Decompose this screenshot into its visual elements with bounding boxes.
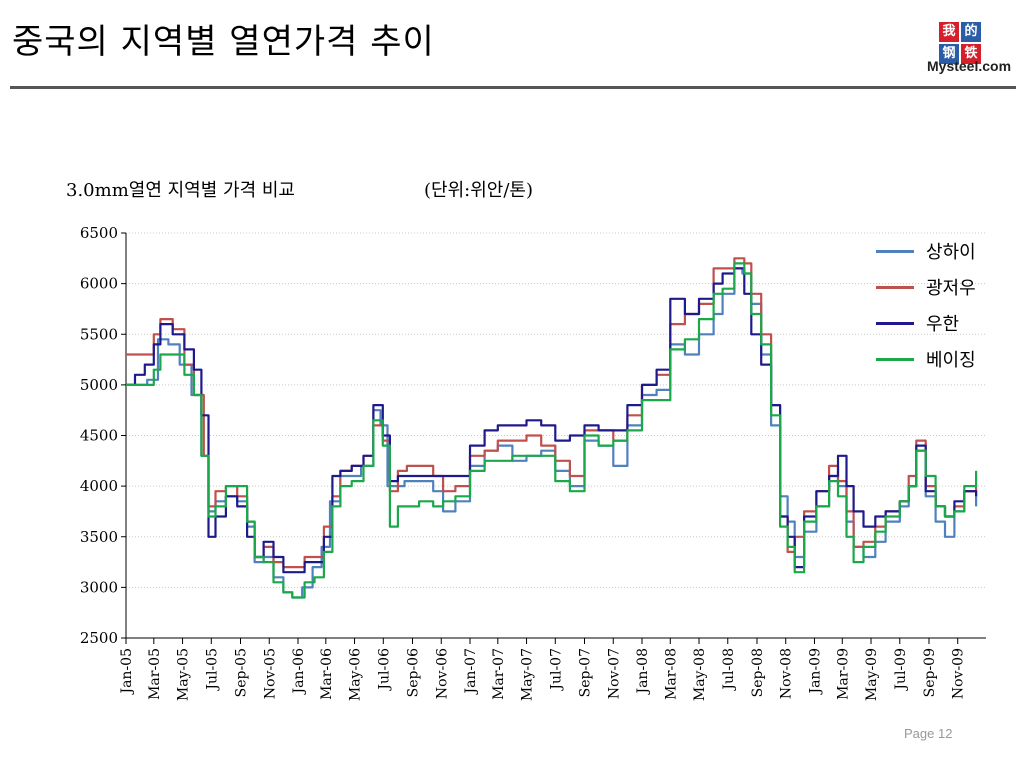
x-tick-label: Jan-06 (291, 648, 307, 696)
y-tick-label: 3000 (80, 578, 118, 596)
x-tick-label: Sep-09 (922, 648, 938, 697)
x-tick-label: Jul-05 (204, 648, 220, 692)
x-tick-label: Nov-06 (434, 648, 450, 699)
x-tick-label: Jan-05 (119, 648, 135, 696)
legend-swatch (876, 358, 914, 361)
legend-label: 베이징 (926, 350, 976, 371)
logo-char-3: 钢 (939, 44, 959, 64)
x-tick-label: Sep-05 (234, 648, 250, 697)
x-tick-label: Nov-08 (779, 648, 795, 699)
legend-item: 광저우 (876, 274, 1016, 310)
x-tick-label: Mar-08 (663, 648, 679, 700)
x-tick-label: May-05 (176, 648, 192, 701)
y-tick-label: 4000 (80, 477, 118, 495)
legend-item: 우한 (876, 310, 1016, 346)
y-tick-label: 3500 (80, 528, 118, 546)
logo-char-1: 我 (939, 22, 959, 42)
legend-item: 상하이 (876, 238, 1016, 274)
x-tick-label: Sep-08 (750, 648, 766, 697)
chart-legend: 상하이 광저우 우한 베이징 (876, 238, 1016, 382)
x-tick-label: May-06 (348, 648, 364, 701)
y-tick-label: 6000 (80, 275, 118, 293)
series-line (126, 262, 978, 599)
x-tick-label: Jan-08 (635, 648, 651, 696)
logo-text: Mysteel.com (927, 58, 1012, 74)
logo-char-2: 的 (961, 22, 981, 42)
y-tick-label: 5500 (80, 325, 118, 343)
y-tick-label: 2500 (80, 629, 118, 647)
x-tick-label: Mar-06 (319, 648, 335, 700)
series-line (126, 267, 978, 574)
chart-title: 3.0mm열연 지역별 가격 비교 (66, 180, 295, 201)
x-tick-label: Jul-08 (721, 648, 737, 692)
x-tick-label: Jan-07 (463, 648, 479, 696)
page-number: Page 12 (904, 726, 953, 741)
title-divider (10, 86, 1016, 89)
chart-unit: (단위:위안/톤) (424, 180, 533, 201)
x-tick-label: Jul-07 (548, 648, 564, 692)
legend-label: 광저우 (926, 278, 976, 299)
x-tick-label: Jan-09 (807, 648, 823, 696)
x-tick-label: May-07 (520, 648, 536, 701)
mysteel-logo: 我 的 钢 铁 Mysteel.com (927, 22, 1019, 80)
x-tick-label: May-09 (864, 648, 880, 701)
x-tick-label: Jul-09 (893, 648, 909, 692)
x-tick-label: Mar-07 (491, 648, 507, 700)
y-tick-label: 5000 (80, 376, 118, 394)
y-tick-label: 4500 (80, 427, 118, 445)
x-tick-label: Nov-09 (951, 648, 967, 699)
x-tick-label: Nov-05 (262, 648, 278, 699)
legend-item: 베이징 (876, 346, 1016, 382)
legend-swatch (876, 322, 914, 325)
legend-label: 상하이 (926, 242, 976, 263)
legend-swatch (876, 250, 914, 253)
x-tick-label: Nov-07 (606, 648, 622, 699)
legend-label: 우한 (926, 314, 960, 335)
legend-swatch (876, 286, 914, 289)
x-tick-label: Mar-09 (835, 648, 851, 700)
logo-char-4: 铁 (961, 44, 981, 64)
x-tick-label: Sep-07 (578, 648, 594, 697)
x-tick-label: Jul-06 (376, 648, 392, 692)
y-tick-label: 6500 (80, 224, 118, 242)
page-title: 중국의 지역별 열연가격 추이 (12, 22, 435, 62)
x-tick-label: Sep-06 (406, 648, 422, 697)
x-tick-label: May-08 (692, 648, 708, 701)
x-tick-label: Mar-05 (147, 648, 163, 700)
